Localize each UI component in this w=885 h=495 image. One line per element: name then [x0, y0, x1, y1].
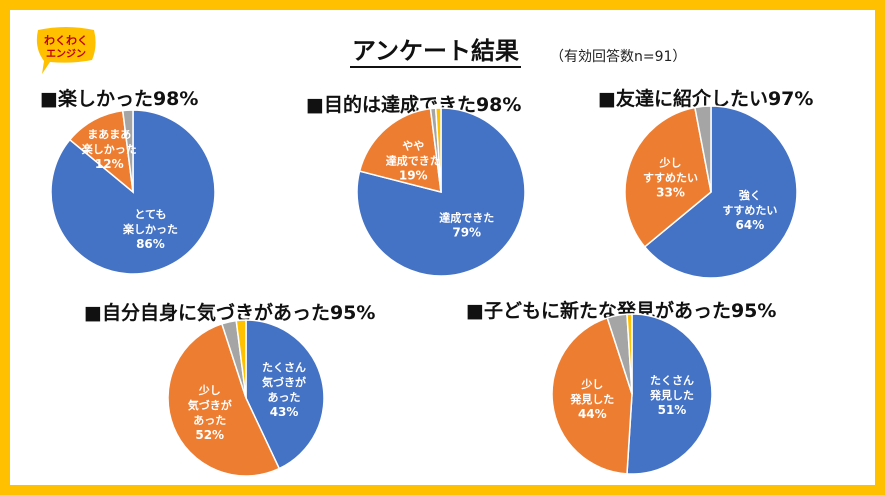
pie-slice	[626, 313, 713, 475]
pie-slice	[643, 105, 798, 279]
chart-title-child-discovery: ■子どもに新たな発見があった95%	[466, 300, 777, 322]
wakuwaku-engine-logo-icon: わくわく エンジン	[36, 27, 96, 74]
pie-slice-label: 44%	[578, 407, 607, 421]
logo-line2: エンジン	[46, 48, 86, 60]
pie-slice-label: 51%	[658, 403, 687, 417]
pie-slice	[121, 109, 134, 193]
pie-slice-label: 12%	[95, 157, 124, 171]
chart-title-recommend: ■友達に紹介したい97%	[598, 88, 814, 110]
pie-slice	[68, 109, 134, 194]
respondent-count: （有効回答数n=91）	[550, 49, 687, 65]
survey-slide: わくわく エンジン アンケート結果 （有効回答数n=91） ■楽しかった98% …	[10, 10, 875, 485]
pie-slice-label: とても	[134, 208, 166, 221]
pie-slice-label: 達成できた	[386, 153, 441, 167]
chart-title-enjoyed: ■楽しかった98%	[40, 88, 199, 110]
pie-slice-label: 達成できた	[439, 211, 494, 225]
pie-slice	[358, 107, 442, 194]
pie-slice-label: 64%	[736, 218, 765, 232]
pie-slice	[624, 106, 712, 248]
pie-slice-label: 少し	[659, 155, 682, 169]
pie-slice	[235, 319, 247, 399]
pie-slice-label: 少し	[198, 383, 221, 397]
pie-slice	[626, 313, 633, 395]
pie-slice-label: 発見した	[569, 392, 614, 406]
chart-title-goal-achieved: ■目的は達成できた98%	[306, 94, 522, 116]
pie-slice-label: たくさん	[650, 374, 694, 387]
pie-slice	[167, 322, 281, 477]
pie-slice-label: たくさん	[262, 361, 306, 374]
pie-slice-label: 86%	[136, 237, 165, 251]
pie-slice	[551, 316, 633, 475]
pie-slice-label: 少し	[580, 377, 603, 391]
pie-slice	[694, 105, 712, 193]
pie-slice-label: 強く	[739, 188, 761, 202]
pie-slice	[434, 107, 442, 193]
pie-slice-label: 79%	[452, 226, 481, 240]
pie-slice-label: 43%	[270, 405, 299, 419]
pie-slice-label: 33%	[656, 185, 685, 199]
pie-slice-label: 52%	[195, 428, 224, 442]
pie-slice	[245, 319, 325, 470]
pie-slice-label: 19%	[399, 168, 428, 182]
pie-slice-label: 楽しかった	[81, 142, 137, 156]
pie-slice-label: 気づきが	[188, 398, 232, 412]
pie-slice-label: 気づきが	[262, 375, 306, 389]
chart-title-self-discovery: ■自分自身に気づきがあった95%	[84, 302, 376, 324]
pie-slice-label: 楽しかった	[122, 222, 178, 236]
pie-slice-label: あった	[193, 414, 226, 427]
pie-slice-label: やや	[402, 139, 424, 152]
pie-slice	[356, 107, 526, 277]
page-title: アンケート結果	[350, 36, 522, 68]
pie-slice-label: あった	[268, 391, 301, 404]
pie-slice-label: すすめたい	[643, 171, 698, 184]
pie-slice-label: 発見した	[649, 388, 694, 402]
pie-slice-label: すすめたい	[722, 204, 777, 217]
pie-slice-label: まあまあ	[87, 128, 131, 141]
logo-line1: わくわく	[44, 34, 88, 47]
